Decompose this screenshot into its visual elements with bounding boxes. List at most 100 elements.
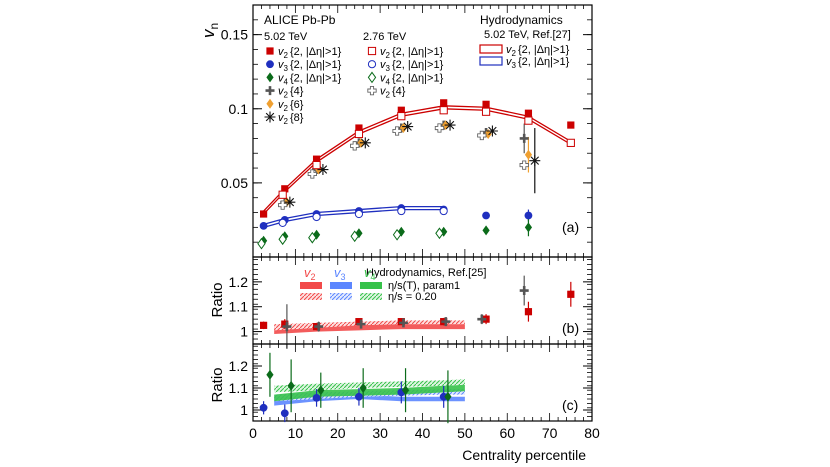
- panel-b-bands: [274, 320, 465, 335]
- marker-v3-ocircle: [312, 212, 321, 222]
- marker-v2-osquare: [354, 129, 364, 139]
- x-tick-label: 70: [542, 425, 558, 441]
- marker-v2-osquare: [524, 116, 533, 125]
- marker-v4-odiamond: [350, 230, 359, 243]
- legend-hydro: v2 {2, |Δη|>1}v3 {2, |Δη|>1}: [479, 44, 570, 70]
- x-tick-label: 60: [499, 425, 515, 441]
- x-axis-ticks: 0 10 20 30 40 50 60 70 80: [249, 425, 600, 441]
- legend-entry-label: v2 {6}: [278, 99, 304, 113]
- marker-v3-circle: [259, 403, 268, 412]
- panel-c-bands: [274, 379, 465, 406]
- marker-nonflow-ocross: [519, 160, 529, 170]
- marker-v3-ocircle: [354, 209, 364, 219]
- legend-marker-odiamond: [367, 71, 377, 84]
- marker-v2-square: [281, 185, 289, 193]
- marker-v4-diamond: [444, 391, 452, 402]
- ratio-legend-row1: η/s(T), param1: [388, 280, 460, 292]
- marker-v2_8-star: [486, 125, 498, 137]
- ratio-legend-v3-solid: [330, 282, 352, 289]
- panel-a-markers: [257, 99, 575, 250]
- ratio-legend-v4-hatched: [360, 293, 382, 300]
- panel-c-ylabel: Ratio: [209, 367, 226, 402]
- marker-v2_6-diamondfill: [484, 128, 492, 139]
- marker-nonflow-cross: [519, 286, 529, 296]
- legend-marker-osquare: [367, 46, 377, 56]
- y-tick-label: 1: [240, 402, 248, 418]
- marker-v2_6-diamondfill: [524, 149, 533, 160]
- marker-v3-ocircle: [439, 206, 448, 216]
- legend-marker-diamond: [266, 72, 274, 83]
- legend-entry-label: v2 {2, |Δη|>1}: [506, 44, 570, 58]
- marker-v2-osquare: [566, 138, 575, 147]
- marker-v3-circle: [312, 394, 321, 402]
- marker-v2_8-star: [359, 137, 371, 149]
- marker-v3-circle: [259, 221, 268, 230]
- x-tick-label: 20: [330, 425, 346, 441]
- marker-v4-odiamond: [257, 237, 266, 250]
- marker-v2-osquare: [278, 190, 287, 199]
- marker-v3-circle: [524, 211, 533, 220]
- marker-v4-odiamond: [308, 231, 317, 244]
- marker-v2-square: [440, 99, 448, 107]
- panel-b-axis: 1 1.1 1.2: [229, 257, 593, 345]
- x-tick-label: 80: [584, 425, 600, 441]
- panel-c-markers: [259, 352, 452, 424]
- legend-entry-label: v2 {8}: [278, 112, 304, 126]
- marker-v2-square: [524, 109, 533, 117]
- marker-v2-square: [567, 290, 575, 298]
- legend-502: v2 {2, |Δη|>1}v3 {2, |Δη|>1}v4 {2, |Δη|>1}v…: [264, 46, 342, 126]
- hydro-curve-v3-lower: [263, 208, 444, 229]
- y-tick-label: 0.15: [221, 27, 248, 43]
- marker-v4-diamond: [266, 369, 274, 380]
- legend-marker-cross: [265, 86, 275, 96]
- ratio-legend-row2: η/s = 0.20: [388, 291, 437, 303]
- marker-v3-circle: [439, 392, 448, 401]
- marker-nonflow-cross: [282, 322, 292, 332]
- marker-nonflow-ocross: [434, 123, 445, 133]
- y-tick-label: 1.2: [229, 358, 249, 374]
- legend-entry-label: v4 {2, |Δη|>1}: [278, 72, 342, 86]
- marker-v4-diamond: [524, 222, 533, 233]
- y-tick-label: 0.1: [229, 101, 249, 117]
- panel-b-label: (b): [562, 320, 579, 336]
- x-tick-label: 30: [372, 425, 388, 441]
- marker-v2-square: [259, 210, 268, 218]
- marker-v2_8-star: [317, 164, 329, 176]
- panel-b-markers: [259, 275, 575, 349]
- marker-v2_8-star: [402, 121, 414, 133]
- marker-v4-diamond: [401, 385, 410, 396]
- panel-c-axis: 1 1.1 1.2: [229, 344, 593, 422]
- panel-a-label: (a): [562, 219, 579, 235]
- marker-v4-odiamond: [392, 228, 402, 241]
- marker-v2_8-star: [284, 196, 296, 208]
- legend-marker-circle: [266, 60, 274, 69]
- ratio-legend-heads: v2 v3 v4: [304, 265, 376, 282]
- marker-nonflow-ocross: [307, 169, 317, 179]
- legend-marker-ocross: [367, 85, 377, 96]
- y-tick-label: 1.2: [229, 274, 249, 290]
- marker-v2-osquare: [312, 160, 321, 170]
- marker-nonflow-ocross: [278, 200, 288, 210]
- legend-experiment: ALICE Pb-Pb: [264, 13, 336, 27]
- ratio-legend-title: Hydrodynamics, Ref.[25]: [366, 267, 486, 279]
- marker-v2-osquare: [397, 112, 406, 121]
- marker-nonflow-cross: [477, 314, 487, 324]
- marker-v2-square: [355, 318, 363, 326]
- legend-swatch-v2: [479, 44, 503, 54]
- marker-v2-square: [312, 155, 321, 163]
- marker-nonflow-cross: [398, 318, 408, 328]
- y-tick-label: 1: [240, 324, 248, 340]
- marker-v2-square: [482, 100, 490, 108]
- legend-entry-label: v3 {2, |Δη|>1}: [506, 56, 570, 70]
- marker-nonflow-cross: [356, 319, 366, 329]
- legend-entry-label: v3 {2, |Δη|>1}: [380, 59, 444, 73]
- legend-276: v2 {2, |Δη|>1}v3 {2, |Δη|>1}v4 {2, |Δη|>1}v…: [367, 46, 444, 100]
- x-tick-label: 50: [457, 425, 473, 441]
- y-tick-label: 1.1: [229, 380, 249, 396]
- marker-nonflow-cross: [314, 322, 324, 332]
- marker-v2-square: [524, 308, 533, 316]
- marker-v3-circle: [355, 392, 363, 401]
- marker-v4-diamond: [359, 383, 367, 393]
- legend-hydro-ref: 5.02 TeV, Ref.[27]: [484, 29, 571, 41]
- marker-v4-diamond: [317, 385, 325, 396]
